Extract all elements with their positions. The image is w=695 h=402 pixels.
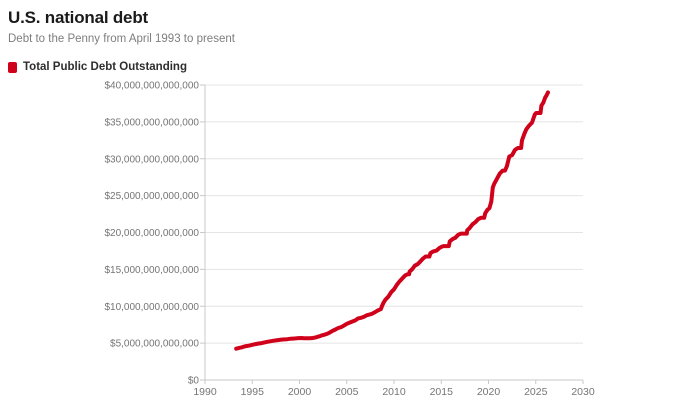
y-tick-label: $10,000,000,000,000 [104, 302, 199, 313]
y-tick-label: $25,000,000,000,000 [104, 191, 199, 202]
chart-header: U.S. national debt Debt to the Penny fro… [8, 7, 235, 46]
y-tick-label: $40,000,000,000,000 [104, 81, 199, 92]
chart-subtitle: Debt to the Penny from April 1993 to pre… [8, 33, 235, 45]
y-tick-label: $0 [188, 376, 200, 387]
axis-ticks [200, 84, 584, 384]
legend: Total Public Debt Outstanding [8, 61, 187, 73]
x-tick-label: 2015 [430, 386, 454, 398]
y-axis-labels: $0 $5,000,000,000,000 $10,000,000,000,000 $… [104, 81, 199, 387]
x-tick-label: 2010 [382, 386, 406, 398]
y-tick-label: $20,000,000,000,000 [104, 228, 199, 239]
y-tick-label: $35,000,000,000,000 [104, 117, 199, 128]
y-tick-label: $5,000,000,000,000 [110, 339, 199, 350]
y-tick-label: $15,000,000,000,000 [104, 265, 199, 276]
x-tick-label: 1990 [193, 386, 217, 398]
y-tick-label: $30,000,000,000,000 [104, 154, 199, 165]
x-tick-label: 2020 [477, 386, 501, 398]
x-tick-label: 2000 [288, 386, 312, 398]
x-axis-labels: 1990 1995 2000 2005 2010 2015 2020 2025 2030 [193, 386, 595, 398]
debt-series-line [234, 90, 550, 351]
series [234, 90, 550, 351]
legend-swatch-icon [8, 61, 17, 73]
x-tick-label: 1995 [241, 386, 265, 398]
x-tick-label: 2025 [524, 386, 548, 398]
x-tick-label: 2030 [571, 386, 595, 398]
legend-label: Total Public Debt Outstanding [23, 61, 187, 73]
x-tick-label: 2005 [335, 386, 359, 398]
page-title: U.S. national debt [8, 8, 148, 27]
